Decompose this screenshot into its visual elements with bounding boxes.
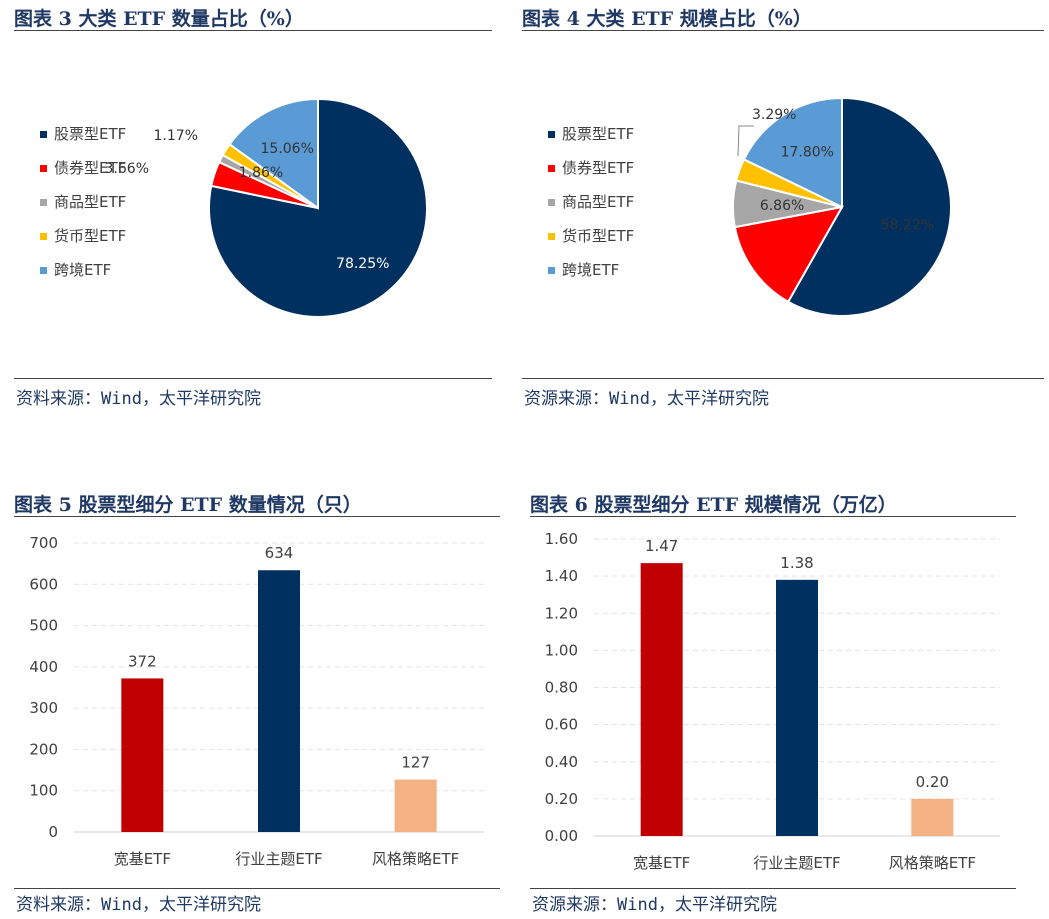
pie-slice bbox=[733, 205, 844, 304]
pie-slice bbox=[228, 97, 319, 210]
y-tick-label: 1.60 bbox=[545, 530, 578, 548]
legend-swatch bbox=[40, 199, 47, 206]
chart-panel-etf-scale-share: 图表 4 大类 ETF 规模占比（%） 58.22% 13.83% 6.86% 3.2… bbox=[522, 4, 1044, 414]
y-tick-label: 200 bbox=[29, 740, 58, 758]
legend-entry: 跨境ETF bbox=[562, 261, 619, 279]
x-tick-label: 风格策略ETF bbox=[372, 850, 459, 868]
title-rule bbox=[522, 30, 1044, 31]
y-tick-label: 1.40 bbox=[545, 567, 578, 585]
source-note: 资料来源：Wind，太平洋研究院 bbox=[16, 389, 261, 409]
legend-entry: 商品型ETF bbox=[562, 193, 634, 211]
data-label: 17.80% bbox=[781, 145, 834, 161]
legend-entry: 货币型ETF bbox=[54, 227, 126, 245]
legend-swatch bbox=[40, 165, 47, 172]
x-tick-label: 宽基ETF bbox=[114, 850, 171, 868]
source-rule bbox=[530, 888, 1016, 889]
data-label: 3.29% bbox=[752, 107, 796, 123]
data-label: 3.66% bbox=[105, 161, 149, 177]
chart-panel-etf-count-share: 图表 3 大类 ETF 数量占比（%） 78.25% 3.66% 1.17% 1.86… bbox=[14, 4, 492, 414]
data-label: 127 bbox=[401, 754, 430, 772]
y-tick-label: 500 bbox=[29, 617, 58, 635]
y-tick-label: 0.80 bbox=[545, 679, 578, 697]
legend-swatch bbox=[548, 199, 555, 206]
data-label: 1.47 bbox=[645, 537, 678, 555]
source-rule bbox=[14, 378, 492, 379]
x-tick-label: 行业主题ETF bbox=[753, 854, 840, 872]
y-tick-label: 1.20 bbox=[545, 604, 578, 622]
legend-swatch bbox=[548, 131, 555, 138]
pie-slice bbox=[742, 96, 843, 209]
x-tick-label: 风格策略ETF bbox=[889, 854, 976, 872]
bar bbox=[640, 563, 683, 836]
y-tick-label: 400 bbox=[29, 658, 58, 676]
source-rule bbox=[522, 378, 1044, 379]
y-tick-label: 0.40 bbox=[545, 753, 578, 771]
source-note: 资源来源：Wind，太平洋研究院 bbox=[532, 895, 777, 915]
data-label: 6.86% bbox=[760, 198, 804, 214]
legend-entry: 债券型ETF bbox=[54, 159, 126, 177]
pie-chart: 58.22% 13.83% 6.86% 3.29% 17.80% 股票型ETF 债券型ETF… bbox=[548, 96, 952, 317]
legend-swatch bbox=[548, 267, 555, 274]
bar bbox=[258, 570, 300, 832]
bar-chart: 0 100 200 300 400 500 600 700 372 宽基ETF 634 行业主题ETF… bbox=[29, 534, 484, 868]
data-label: 372 bbox=[128, 652, 157, 670]
title-rule bbox=[14, 30, 492, 31]
source-rule bbox=[14, 888, 500, 889]
title-rule bbox=[530, 516, 1016, 517]
y-tick-label: 300 bbox=[29, 699, 58, 717]
data-label: 1.86% bbox=[239, 165, 283, 181]
data-label: 78.25% bbox=[336, 256, 389, 272]
data-label: 15.06% bbox=[261, 141, 314, 157]
y-tick-label: 0.00 bbox=[545, 827, 578, 845]
chart-panel-equity-etf-count: 图表 5 股票型细分 ETF 数量情况（只） 0 100 200 300 400 500 6… bbox=[14, 490, 500, 915]
data-label: 1.17% bbox=[154, 128, 198, 144]
source-note: 资源来源：Wind，太平洋研究院 bbox=[524, 389, 769, 409]
y-tick-label: 0.20 bbox=[545, 790, 578, 808]
y-tick-label: 100 bbox=[29, 782, 58, 800]
x-tick-label: 宽基ETF bbox=[633, 854, 690, 872]
chart-title: 图表 3 大类 ETF 数量占比（%） bbox=[14, 8, 304, 30]
bar bbox=[776, 579, 818, 836]
bar bbox=[121, 678, 164, 832]
legend-swatch bbox=[548, 233, 555, 240]
legend-swatch bbox=[548, 165, 555, 172]
legend-entry: 股票型ETF bbox=[562, 125, 634, 143]
data-label: 58.22% bbox=[881, 217, 934, 233]
data-label: 0.20 bbox=[916, 773, 949, 791]
y-tick-label: 700 bbox=[29, 534, 58, 552]
pie-slice bbox=[786, 96, 952, 317]
data-label: 13.83% bbox=[758, 241, 811, 257]
x-tick-label: 行业主题ETF bbox=[235, 850, 322, 868]
chart-title: 图表 5 股票型细分 ETF 数量情况（只） bbox=[14, 494, 362, 516]
y-tick-label: 600 bbox=[29, 575, 58, 593]
title-rule bbox=[14, 516, 500, 517]
data-label: 1.38 bbox=[780, 554, 813, 572]
legend-entry: 商品型ETF bbox=[54, 193, 126, 211]
y-tick-label: 1.00 bbox=[545, 641, 578, 659]
chart-title: 图表 6 股票型细分 ETF 规模情况（万亿） bbox=[530, 494, 897, 516]
chart-title: 图表 4 大类 ETF 规模占比（%） bbox=[522, 8, 812, 30]
source-note: 资料来源：Wind，太平洋研究院 bbox=[16, 895, 261, 915]
pie-chart: 78.25% 3.66% 1.17% 1.86% 15.06% 股票型ETF 债券型ETF 商… bbox=[40, 97, 428, 318]
legend-swatch bbox=[40, 233, 47, 240]
legend-entry: 跨境ETF bbox=[54, 261, 111, 279]
legend-entry: 债券型ETF bbox=[562, 159, 634, 177]
bar-chart: 0.00 0.20 0.40 0.60 0.80 1.00 1.20 1.40 1.60 1.47… bbox=[545, 530, 1000, 872]
legend-swatch bbox=[40, 131, 47, 138]
chart-panel-equity-etf-scale: 图表 6 股票型细分 ETF 规模情况（万亿） 0.00 0.20 0.40 0.60… bbox=[530, 490, 1016, 915]
legend-entry: 股票型ETF bbox=[54, 125, 126, 143]
y-tick-label: 0 bbox=[48, 823, 58, 841]
bar bbox=[394, 779, 437, 832]
legend-swatch bbox=[40, 267, 47, 274]
data-label: 634 bbox=[265, 544, 294, 562]
y-tick-label: 0.60 bbox=[545, 716, 578, 734]
bar bbox=[911, 798, 954, 836]
legend-entry: 货币型ETF bbox=[562, 227, 634, 245]
label-leader-line bbox=[737, 125, 754, 157]
